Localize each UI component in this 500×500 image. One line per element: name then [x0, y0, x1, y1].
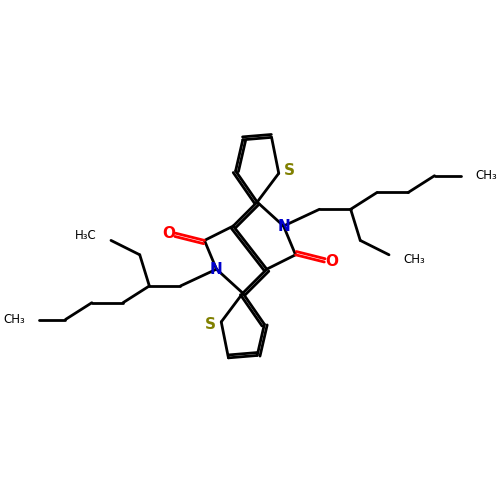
Text: CH₃: CH₃	[3, 313, 24, 326]
Text: CH₃: CH₃	[404, 253, 425, 266]
Text: H₃C: H₃C	[75, 229, 96, 242]
Text: N: N	[277, 218, 290, 234]
Text: CH₃: CH₃	[476, 169, 497, 182]
Text: O: O	[162, 226, 175, 240]
Text: N: N	[210, 262, 223, 276]
Text: S: S	[205, 317, 216, 332]
Text: S: S	[284, 164, 295, 178]
Text: O: O	[325, 254, 338, 270]
